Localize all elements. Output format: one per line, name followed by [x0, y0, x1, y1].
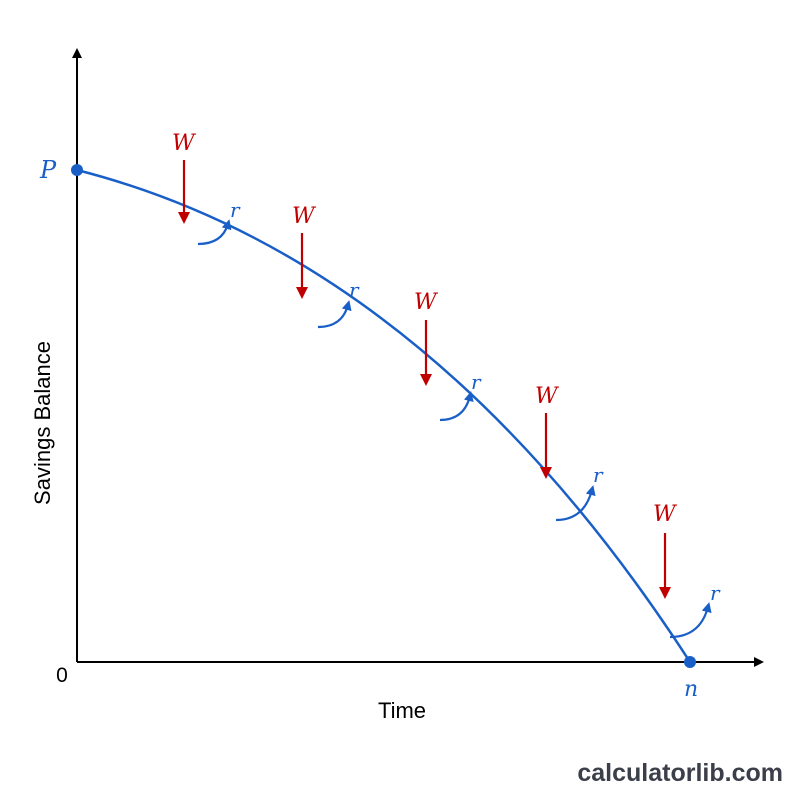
withdrawal-group: W r [292, 204, 360, 329]
interest-rate-label: r [230, 198, 241, 222]
origin-label: 0 [56, 664, 68, 687]
interest-arrow [439, 391, 474, 422]
start-point [71, 164, 83, 176]
withdrawal-group: W r [172, 131, 241, 246]
balance-curve [76, 168, 692, 663]
interest-arrow [317, 300, 352, 329]
interest-arrow [555, 485, 596, 522]
start-point-label: P [39, 156, 57, 184]
interest-rate-label: r [349, 278, 360, 302]
interest-arrow [197, 219, 232, 246]
interest-rate-label: r [471, 370, 482, 394]
end-point-label: n [684, 677, 698, 702]
withdrawal-label: W [292, 204, 317, 229]
site-watermark: calculatorlib.com [577, 759, 783, 787]
withdrawal-group: W r [653, 502, 721, 639]
x-axis-label: Time [378, 698, 426, 723]
withdrawal-label: W [414, 290, 439, 315]
withdrawal-group: W r [414, 290, 482, 422]
interest-arrow [669, 602, 712, 639]
withdrawal-label: W [535, 384, 560, 409]
withdrawal-group: W r [535, 384, 604, 522]
withdrawal-label: W [653, 502, 678, 527]
withdrawal-label: W [172, 131, 197, 156]
interest-rate-label: r [710, 581, 721, 605]
interest-rate-label: r [593, 463, 604, 487]
y-axis-label: Savings Balance [30, 341, 55, 505]
end-point [684, 656, 696, 668]
